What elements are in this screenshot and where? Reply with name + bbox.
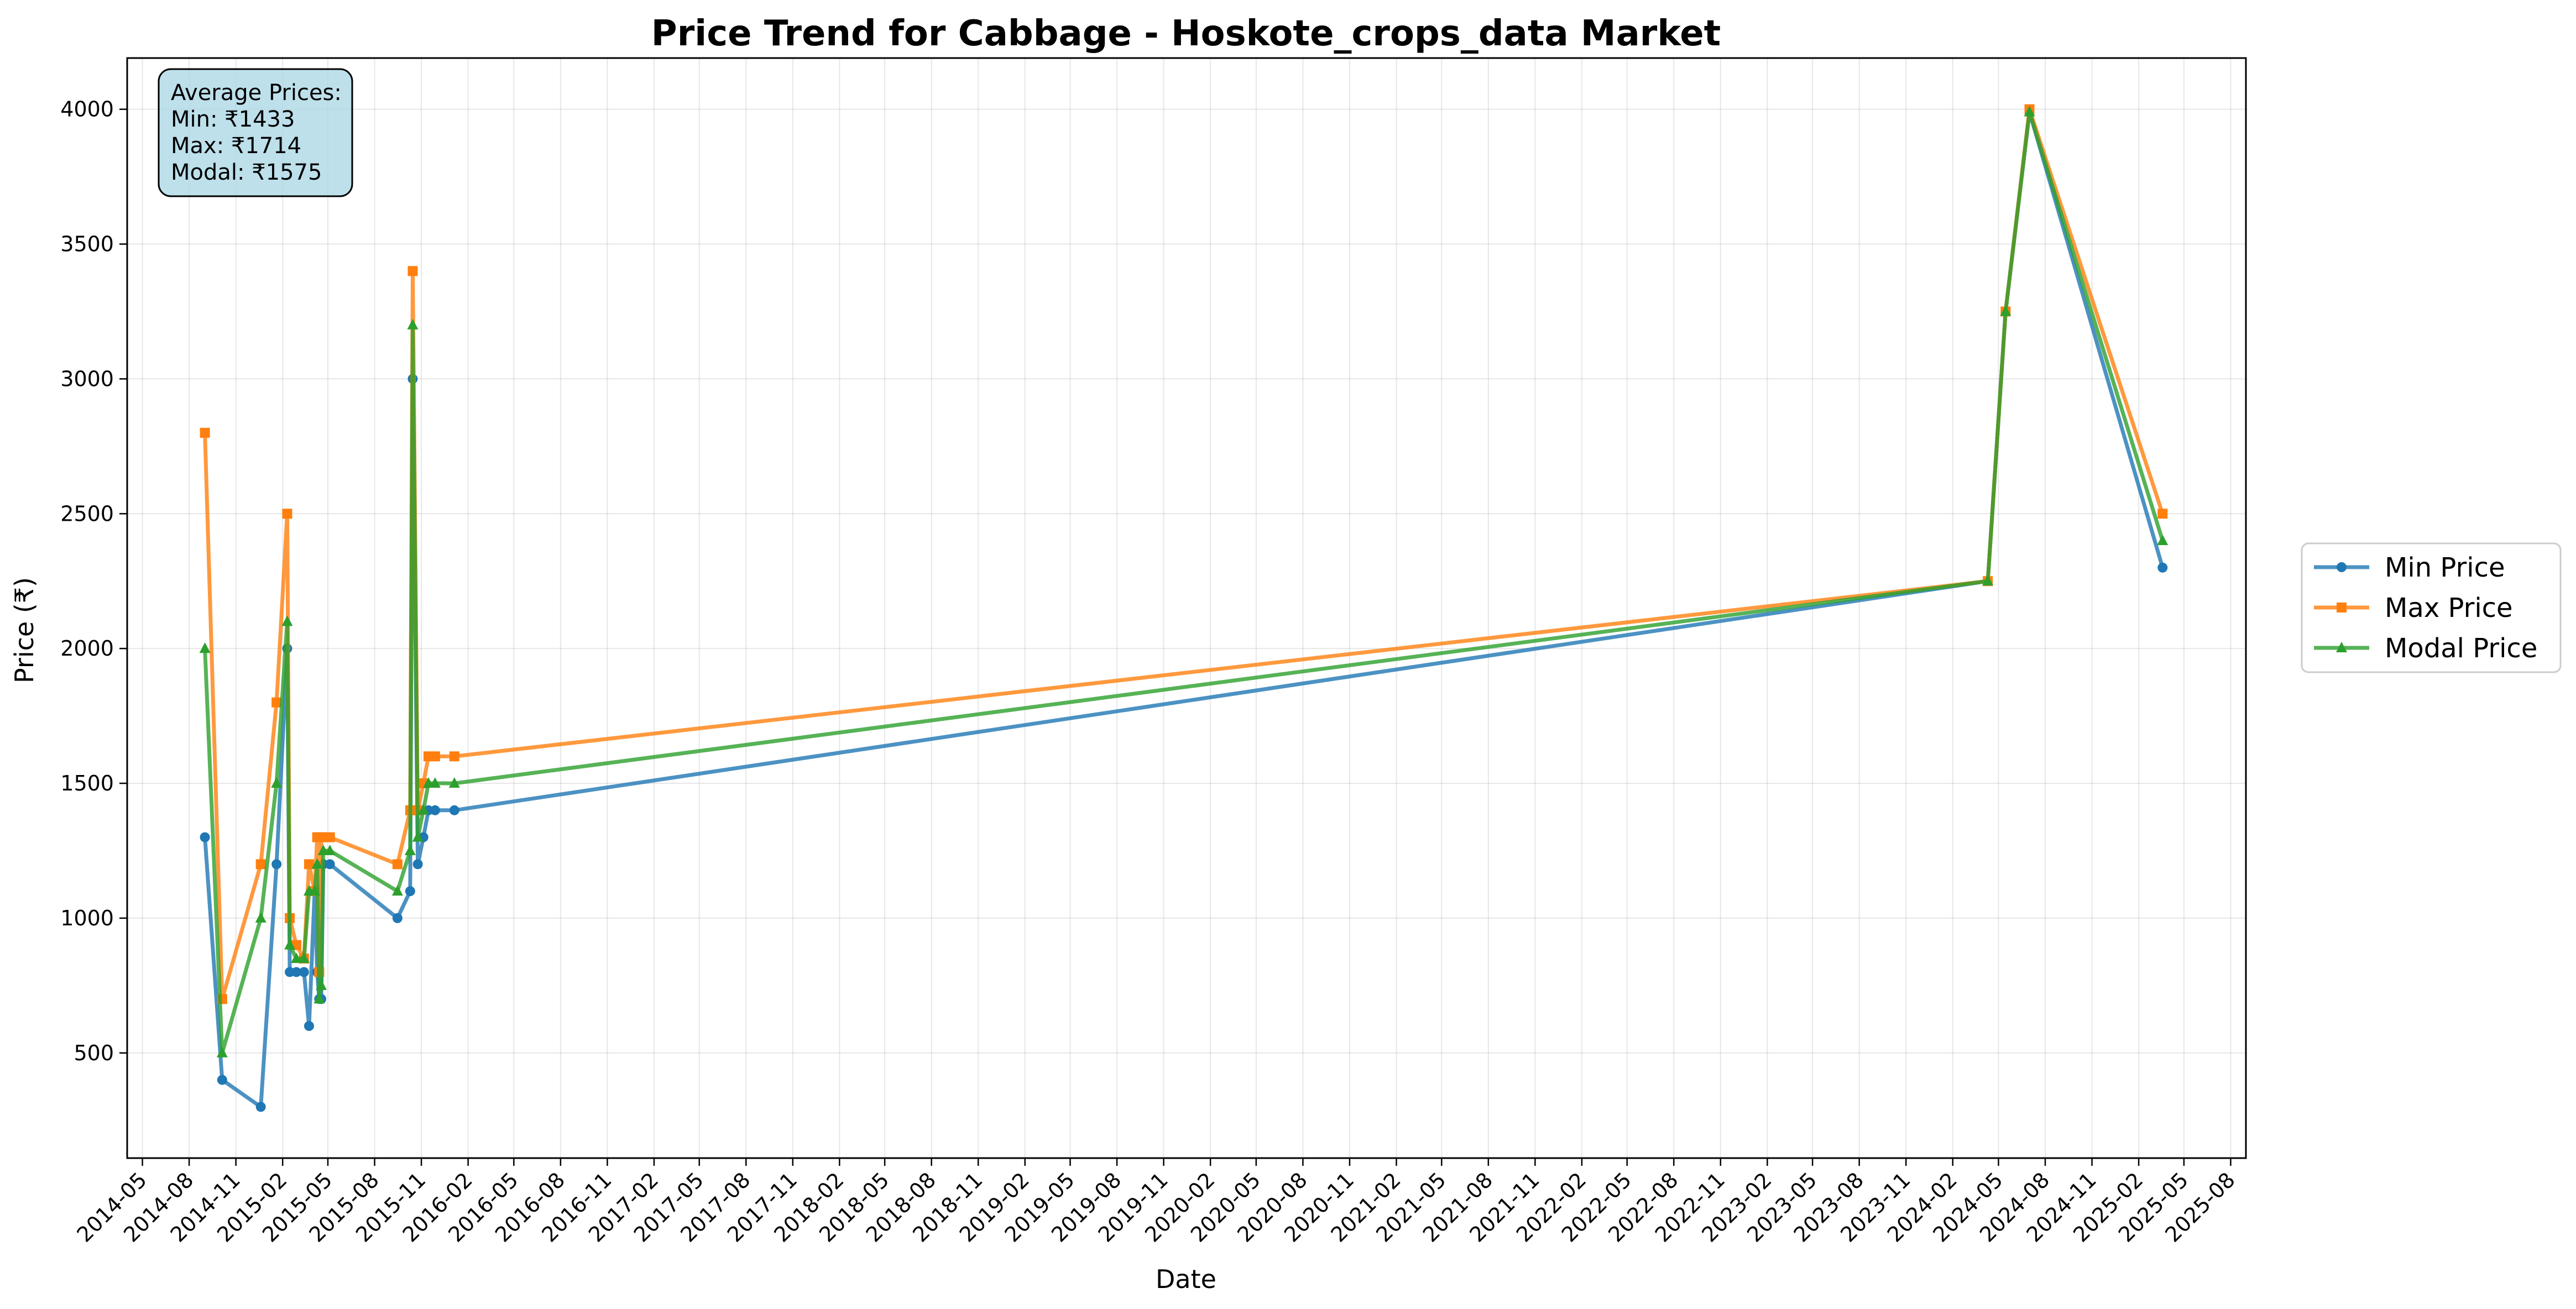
modal-price-point [316, 979, 327, 990]
modal-price-point [216, 1046, 228, 1057]
min-price-point [449, 805, 459, 815]
plot-frame [126, 57, 2247, 1159]
max-price-point [200, 427, 210, 438]
modal-price-point [313, 993, 325, 1004]
y-axis-label: Price (₹) [9, 577, 39, 683]
chart-title: Price Trend for Cabbage - Hoskote_crops_… [651, 13, 1721, 54]
modal-price-point [391, 885, 403, 896]
legend-frame [2301, 542, 2562, 673]
legend-item-modal-price: Modal Price [2314, 633, 2537, 664]
y-tick-label: 500 [74, 1041, 114, 1065]
max-price-point [430, 751, 440, 762]
modal-price-point [412, 831, 424, 842]
legend-label-modal-price: Modal Price [2385, 633, 2537, 664]
y-tick-label: 2000 [60, 636, 114, 661]
max-price-point [407, 266, 418, 276]
legend-marker-min-price [2337, 562, 2347, 572]
min-price-point [255, 1102, 266, 1112]
max-price-point [2157, 509, 2168, 519]
x-axis-label: Date [1156, 1264, 1216, 1294]
average-prices-box-bg [158, 68, 353, 197]
average-prices-line: Modal: ₹1575 [171, 160, 322, 185]
min-price-point [299, 967, 309, 977]
modal-price-point [2157, 535, 2169, 546]
legend-item-min-price: Min Price [2314, 552, 2505, 583]
y-tick-label: 1000 [60, 906, 114, 930]
modal-price-point [271, 777, 283, 788]
modal-price-point [199, 642, 211, 653]
min-price-point [291, 967, 302, 977]
modal-price-point [448, 777, 460, 788]
y-tick-label: 3000 [60, 366, 114, 391]
min-price-point [430, 805, 440, 815]
legend-item-max-price: Max Price [2314, 593, 2513, 624]
modal-price-point [309, 885, 321, 896]
modal-price-point [291, 952, 302, 964]
series-modal-price [199, 106, 2169, 1057]
modal-price-point [324, 844, 336, 855]
modal-price-point [429, 777, 441, 788]
max-price-point [392, 859, 403, 870]
max-price-point [271, 697, 282, 708]
min-price-point [217, 1075, 227, 1085]
legend-label-max-price: Max Price [2385, 593, 2513, 624]
y-tick-label: 4000 [60, 97, 114, 122]
max-price-point [449, 751, 459, 762]
legend-marker-max-price [2337, 603, 2347, 612]
min-price-point [392, 913, 403, 923]
modal-price-point [2024, 106, 2035, 117]
y-tick-label: 1500 [60, 771, 114, 795]
min-price-point [2157, 562, 2168, 573]
modal-price-point [255, 912, 267, 923]
max-price-point [304, 859, 314, 870]
min-price-point [200, 832, 210, 842]
min-price-point [304, 1021, 314, 1032]
min-price-point [412, 859, 423, 870]
min-price-point [325, 859, 335, 870]
max-price-point [325, 832, 335, 842]
legend-label-min-price: Min Price [2385, 552, 2505, 583]
max-price-point [255, 859, 266, 870]
max-price-point [282, 509, 292, 519]
modal-price-point [417, 804, 429, 815]
y-tick-label: 3500 [60, 232, 114, 256]
series-layer [199, 104, 2169, 1112]
modal-price-point [1982, 575, 1994, 586]
grid-lines [127, 58, 2246, 1158]
y-axis: 500 1000 1500 2000 2500 3000 3500 4000 [60, 97, 127, 1065]
modal-price-point [281, 615, 293, 626]
average-prices-line: Min: ₹1433 [171, 107, 295, 132]
min-price-point [271, 859, 282, 870]
min-price-point [405, 886, 415, 897]
modal-price-point [311, 858, 323, 869]
modal-price-point [298, 952, 310, 964]
modal-price-point [407, 318, 419, 329]
average-prices-line: Max: ₹1714 [171, 133, 301, 159]
y-tick-label: 2500 [60, 501, 114, 526]
modal-price-point [284, 939, 296, 950]
legend-marker-modal-price [2336, 642, 2347, 652]
modal-price-point [2000, 305, 2011, 316]
average-prices-line: Average Prices: [171, 80, 342, 106]
modal-price-point [404, 844, 416, 855]
legend: Min Price Max Price Modal Price [2301, 542, 2562, 673]
